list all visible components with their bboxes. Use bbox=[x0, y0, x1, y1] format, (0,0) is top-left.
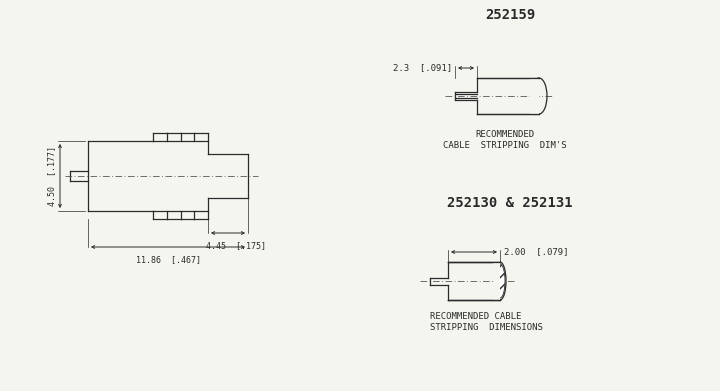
Bar bbox=[493, 262, 500, 300]
Text: 11.86  [.467]: 11.86 [.467] bbox=[135, 255, 200, 264]
Text: 4.50  [.177]: 4.50 [.177] bbox=[47, 146, 56, 206]
Text: STRIPPING  DIMENSIONS: STRIPPING DIMENSIONS bbox=[430, 323, 543, 332]
Text: 2.3  [.091]: 2.3 [.091] bbox=[393, 63, 452, 72]
Ellipse shape bbox=[495, 264, 505, 298]
Text: RECOMMENDED CABLE: RECOMMENDED CABLE bbox=[430, 312, 521, 321]
Text: 4.45  [.175]: 4.45 [.175] bbox=[206, 241, 266, 250]
Text: 2.00  [.079]: 2.00 [.079] bbox=[504, 248, 569, 256]
Text: 252130 & 252131: 252130 & 252131 bbox=[447, 196, 573, 210]
Text: CABLE  STRIPPING  DIM'S: CABLE STRIPPING DIM'S bbox=[444, 141, 567, 150]
Text: RECOMMENDED: RECOMMENDED bbox=[475, 130, 534, 139]
Bar bbox=[530, 78, 539, 114]
Text: 252159: 252159 bbox=[485, 8, 535, 22]
Bar bbox=[493, 263, 500, 299]
